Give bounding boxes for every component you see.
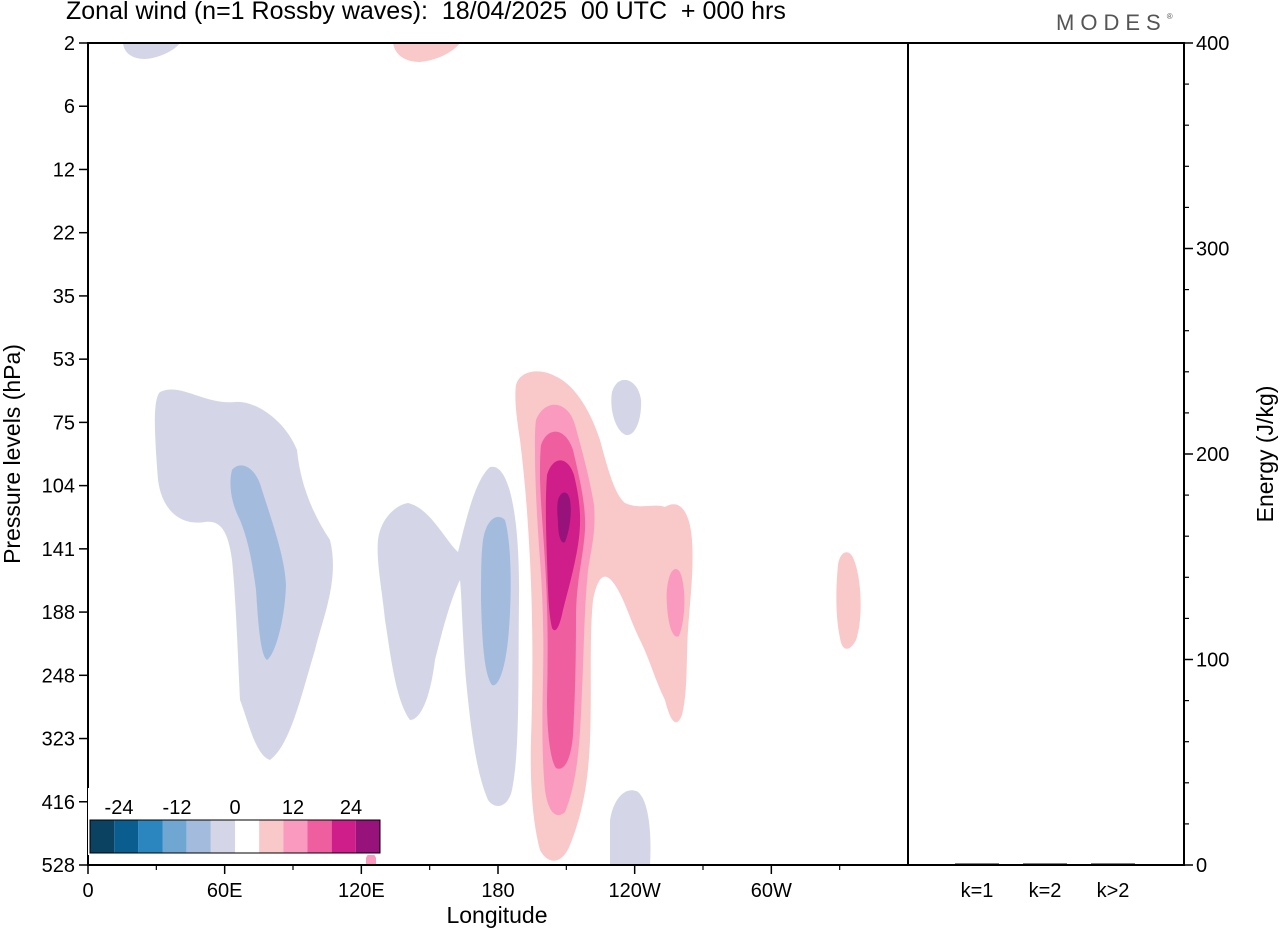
chart-title: Zonal wind (n=1 Rossby waves): 18/04/202… (66, 0, 786, 25)
neg-contour-1 (154, 389, 333, 760)
energy-bars: k=1 k=2 k>2 (955, 863, 1135, 902)
colorbar-border (89, 819, 381, 854)
colorbar-swatch (259, 820, 284, 853)
colorbar-swatch (235, 820, 260, 853)
colorbar-tick-label: 0 (229, 797, 240, 819)
colorbar-swatch (307, 820, 332, 853)
pos-contour-9 (366, 853, 376, 865)
colorbar-tick-label: 24 (340, 797, 362, 819)
colorbar-swatch (162, 820, 187, 853)
y-tick-label: 22 (53, 223, 75, 245)
y-tick-label: 2 (64, 33, 75, 55)
y-tick-label: 6 (64, 96, 75, 118)
x-tick-label: 120W (609, 880, 661, 902)
energy-tick-label: 0 (1196, 855, 1207, 877)
y-tick-label: 35 (53, 286, 75, 308)
energy-category-label: k=1 (961, 880, 994, 902)
contour-field (123, 43, 861, 865)
x-tick-label: 60W (751, 880, 792, 902)
y-tick-label: 528 (42, 855, 75, 877)
y-axis: 2 6 12 22 35 53 75 104 141 188 248 323 416 528 (42, 33, 88, 877)
x-axis-title: Longitude (446, 902, 547, 928)
neg-contour-6 (230, 465, 286, 660)
energy-category-label: k>2 (1097, 880, 1130, 902)
energy-axis: 0 100 200 300 400 (1184, 33, 1229, 877)
energy-tick-label: 300 (1196, 239, 1229, 261)
energy-bar (1091, 863, 1135, 865)
neg-contour-3 (611, 379, 642, 436)
pos-contour-7 (545, 460, 581, 631)
x-axis: 0 60E 120E 180 120W 60W (82, 865, 841, 902)
modes-logo: MODES® (1056, 10, 1173, 36)
energy-bar (955, 863, 999, 865)
pos-contour-5 (666, 568, 685, 637)
colorbar-swatch (210, 820, 235, 853)
colorbar-swatch (90, 820, 115, 853)
y-tick-label: 141 (42, 539, 75, 561)
energy-tick-label: 200 (1196, 444, 1229, 466)
colorbar-tick-label: -12 (163, 797, 192, 819)
brand-text: MODES (1056, 10, 1167, 35)
y-tick-label: 53 (53, 349, 75, 371)
energy-frame (907, 42, 1185, 866)
y-tick-label: 323 (42, 729, 75, 751)
y-tick-label: 248 (42, 665, 75, 687)
colorbar-tick-label: 12 (282, 797, 304, 819)
energy-tick-label: 400 (1196, 33, 1229, 55)
energy-category-label: k=2 (1029, 880, 1062, 902)
colorbar-swatch (138, 820, 163, 853)
energy-bar (1023, 863, 1067, 865)
y-axis-title: Pressure levels (hPa) (0, 344, 25, 564)
y-tick-label: 188 (42, 602, 75, 624)
neg-contour-5 (123, 43, 180, 59)
pos-contour-1 (393, 43, 460, 62)
colorbar-swatch (186, 820, 211, 853)
energy-axis-title: Energy (J/kg) (1252, 386, 1278, 523)
energy-tick-label: 100 (1196, 650, 1229, 672)
neg-contour-4 (610, 790, 651, 865)
colorbar-tick-label: -24 (105, 797, 134, 819)
colorbar-swatch (114, 820, 139, 853)
colorbar: -24 -12 0 12 24 (88, 788, 382, 855)
pos-contour-3 (836, 552, 861, 649)
y-tick-label: 104 (42, 476, 75, 498)
y-tick-label: 12 (53, 159, 75, 181)
x-tick-label: 0 (82, 880, 93, 902)
y-tick-label: 75 (53, 412, 75, 434)
pos-contour-8 (557, 492, 571, 543)
x-tick-label: 180 (481, 880, 514, 902)
colorbar-swatch (283, 820, 308, 853)
registered-mark: ® (1166, 12, 1173, 21)
y-tick-label: 416 (42, 792, 75, 814)
colorbar-swatch (355, 820, 380, 853)
colorbar-swatch (331, 820, 356, 853)
x-tick-label: 120E (338, 880, 385, 902)
x-tick-label: 60E (207, 880, 243, 902)
neg-contour-7 (481, 516, 511, 686)
